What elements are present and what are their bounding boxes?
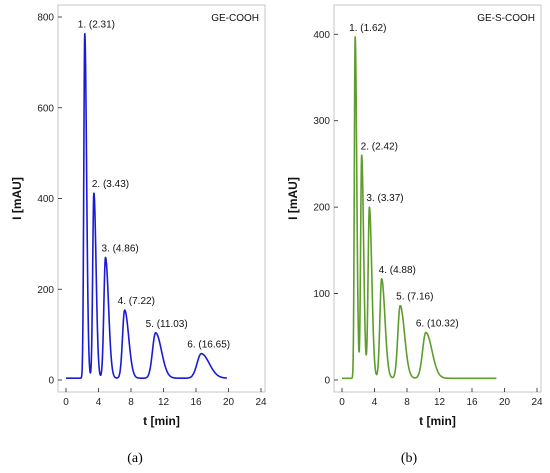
x-tick-label: 8 [404,397,410,408]
peak-label: 6. (10.32) [416,318,459,329]
x-tick-label: 12 [434,397,446,408]
y-tick-label: 200 [37,285,54,296]
sample-label: GE-COOH [211,13,259,24]
panel-caption: (b) [401,451,418,466]
peak-label: 4. (4.88) [379,265,416,276]
x-tick-label: 24 [531,397,543,408]
y-tick-label: 200 [313,203,330,214]
x-tick-label: 0 [63,397,69,408]
x-axis-title: t [min] [419,414,456,428]
x-tick-label: 16 [190,397,202,408]
y-tick-label: 600 [37,103,54,114]
x-tick-label: 0 [339,397,345,408]
peak-label: 4. (7.22) [118,296,155,307]
panel-a: 0 4 8 12 16 20 24 0 200 400 600 800 t [min] I [mAU] GE… [10,4,267,466]
y-tick-label: 100 [313,289,330,300]
peak-label: 1. (2.31) [78,19,115,30]
peak-label: 5. (11.03) [146,319,188,330]
peak-label: 5. (7.16) [396,292,433,303]
peak-label: 6. (16.65) [187,340,230,351]
y-tick-label: 300 [313,116,330,127]
peak-label: 2. (3.43) [92,179,129,190]
x-axis-title: t [min] [143,414,180,428]
x-tick-label: 16 [466,397,478,408]
peak-label: 2. (2.42) [361,141,398,152]
plot-frame [333,4,542,393]
y-tick-label: 400 [313,30,330,41]
y-tick-label: 800 [37,13,54,24]
x-tick-label: 8 [128,397,134,408]
x-tick-label: 4 [372,397,378,408]
x-tick-label: 20 [223,397,235,408]
y-tick-label: 0 [48,376,54,387]
y-axis-title: I [mAU] [286,177,300,220]
x-tick-label: 24 [255,397,267,408]
x-tick-label: 4 [96,397,102,408]
peak-label: 3. (4.86) [101,243,138,254]
peak-label: 1. (1.62) [349,23,386,34]
x-tick-label: 20 [499,397,511,408]
y-axis-title: I [mAU] [10,177,24,220]
y-tick-label: 400 [37,194,54,205]
peak-label: 3. (3.37) [366,193,403,204]
chromatogram-trace [65,32,228,379]
panel-b: 0 4 8 12 16 20 24 0 100 200 300 400 t [min] I [mAU] GE… [286,4,543,466]
chromatogram-trace [341,36,498,380]
sample-label: GE-S-COOH [477,13,535,24]
x-tick-label: 12 [158,397,170,408]
y-tick-label: 0 [324,376,330,387]
panel-caption: (a) [127,451,143,466]
